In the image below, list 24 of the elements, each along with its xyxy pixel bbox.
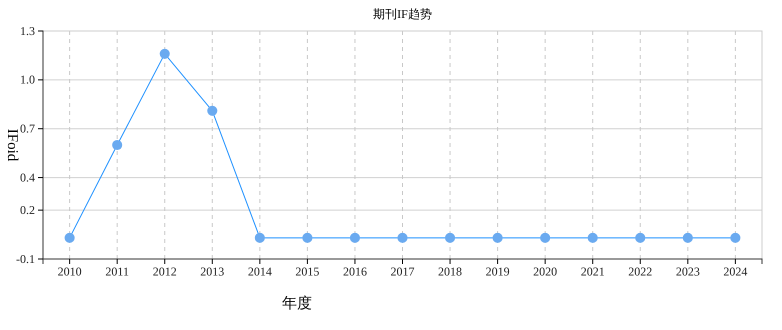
x-tick-label: 2011 [105,264,129,279]
x-tick-label: 2022 [628,264,652,279]
x-tick-label: 2015 [295,264,320,279]
y-tick-label: 1.3 [20,24,35,38]
y-tick-label: 0.2 [20,202,35,217]
x-tick-label: 2016 [342,264,367,279]
x-tick-label: 2020 [533,264,558,279]
y-axis-title: IFoid [4,128,20,162]
x-tick-label: 2018 [438,264,462,279]
y-tick-label: 0.4 [20,170,35,184]
x-tick-label: 2021 [580,264,605,279]
x-tick-label: 2013 [200,264,224,279]
chart-title: 期刊IF趋势 [373,7,432,21]
y-tick-label: 1.0 [20,72,35,87]
x-tick-label: 2014 [248,264,272,279]
x-tick-label: 2010 [58,264,82,279]
y-tick-label: -0.1 [16,252,35,266]
x-tick-label: 2012 [152,264,177,279]
x-axis-title: 年度 [282,295,312,312]
x-tick-label: 2019 [486,264,510,279]
x-tick-label: 2017 [390,264,414,279]
x-tick-label: 2023 [676,264,700,279]
y-tick-label: 0.7 [20,122,35,136]
x-tick-label: 2024 [723,264,748,279]
